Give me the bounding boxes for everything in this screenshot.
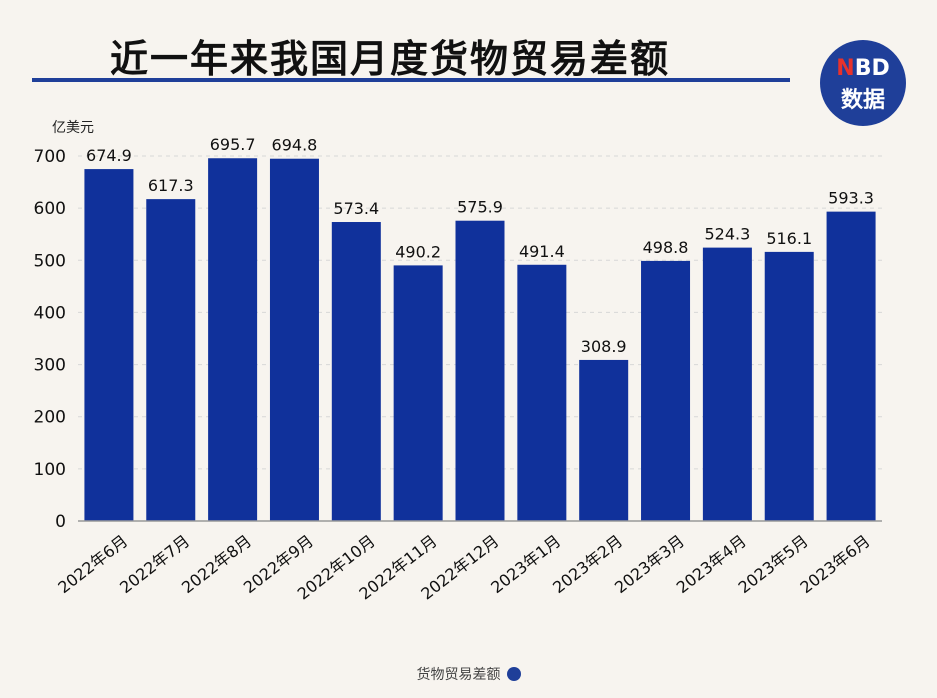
bar bbox=[331, 222, 381, 521]
data-label: 524.3 bbox=[704, 225, 750, 244]
bar bbox=[764, 251, 814, 521]
data-label: 694.8 bbox=[272, 136, 318, 155]
x-axis: 2022年6月2022年7月2022年8月2022年9月2022年10月2022… bbox=[54, 520, 882, 603]
bars bbox=[84, 158, 876, 522]
logo-letter-n: N bbox=[836, 56, 855, 81]
data-label: 308.9 bbox=[581, 337, 627, 356]
data-label: 575.9 bbox=[457, 198, 503, 217]
y-axis-unit-label: 亿美元 bbox=[52, 120, 94, 136]
y-tick-label: 400 bbox=[34, 303, 66, 323]
y-tick-label: 300 bbox=[34, 356, 66, 376]
bar bbox=[84, 169, 134, 521]
title-underline bbox=[32, 78, 790, 82]
bar bbox=[455, 220, 505, 521]
y-tick-label: 700 bbox=[34, 147, 66, 167]
y-tick-label: 0 bbox=[55, 512, 66, 532]
y-axis: 0 100 200 300 400 500 600 700 亿美元 bbox=[34, 120, 94, 532]
bar bbox=[517, 264, 567, 521]
data-label: 617.3 bbox=[148, 176, 194, 195]
data-label: 674.9 bbox=[86, 146, 132, 165]
data-label: 490.2 bbox=[395, 242, 441, 261]
bar bbox=[269, 158, 319, 521]
legend: 货物贸易差额 bbox=[0, 664, 937, 684]
chart-title: 近一年来我国月度货物贸易差额 bbox=[110, 37, 671, 81]
nbd-data-logo: NBD 数据 bbox=[820, 40, 906, 126]
y-tick-label: 500 bbox=[34, 251, 66, 271]
data-label: 593.3 bbox=[828, 189, 874, 208]
data-label: 573.4 bbox=[333, 199, 379, 218]
logo-letters-bd: BD bbox=[854, 56, 890, 81]
bar bbox=[393, 265, 443, 521]
data-labels: 674.9 617.3 695.7 694.8 573.4 490.2 575.9 491.4… bbox=[86, 135, 874, 356]
x-tick-label: 2023年6月 bbox=[797, 531, 874, 597]
y-tick-label: 200 bbox=[34, 408, 66, 428]
bar bbox=[208, 158, 258, 522]
legend-swatch bbox=[506, 667, 521, 681]
y-tick-label: 100 bbox=[34, 460, 66, 480]
data-label: 516.1 bbox=[766, 229, 812, 248]
data-label: 498.8 bbox=[643, 238, 689, 257]
data-label: 695.7 bbox=[210, 135, 256, 154]
bar bbox=[702, 247, 752, 522]
legend-label: 货物贸易差额 bbox=[416, 667, 501, 683]
bar bbox=[826, 211, 876, 522]
y-tick-label: 600 bbox=[34, 199, 66, 219]
data-label: 491.4 bbox=[519, 242, 565, 261]
bar bbox=[641, 260, 691, 521]
logo-text-data: 数据 bbox=[840, 88, 885, 113]
bar bbox=[146, 199, 196, 522]
bar bbox=[579, 359, 629, 521]
